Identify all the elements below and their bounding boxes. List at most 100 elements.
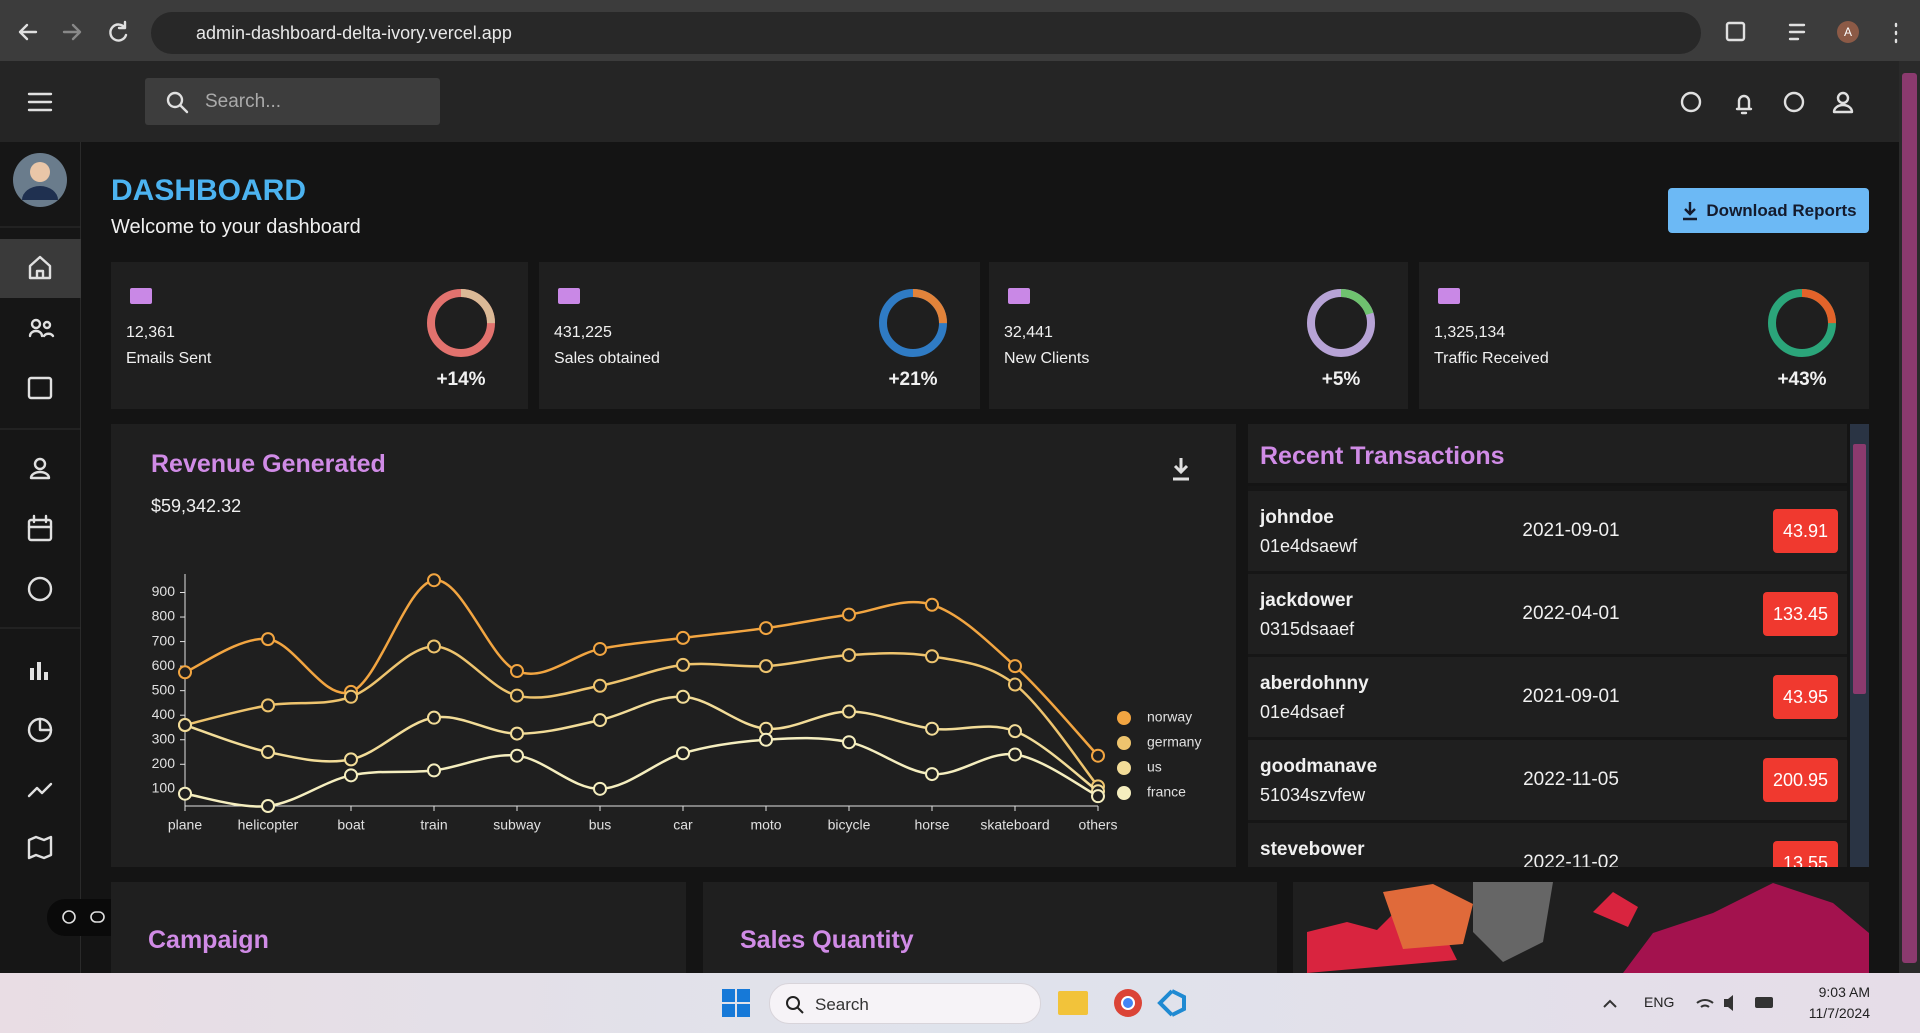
file-explorer[interactable] bbox=[1058, 991, 1088, 1015]
stat-icon-shape bbox=[558, 288, 580, 304]
settings[interactable] bbox=[1783, 91, 1805, 113]
campaign-panel: Campaign bbox=[111, 882, 686, 973]
data-point bbox=[925, 597, 939, 612]
series-line bbox=[184, 645, 1099, 788]
y-tick-label: 100 bbox=[152, 780, 176, 796]
taskbar-search-icon bbox=[786, 996, 804, 1014]
volume[interactable] bbox=[1724, 995, 1733, 1011]
data-point bbox=[593, 641, 607, 656]
data-point bbox=[261, 745, 275, 760]
search-icon bbox=[166, 91, 189, 114]
profile[interactable] bbox=[1837, 21, 1859, 43]
language[interactable]: ENG bbox=[1644, 994, 1675, 1010]
data-point bbox=[842, 648, 856, 663]
taskbar-icons bbox=[722, 989, 1773, 1017]
data-point bbox=[676, 657, 690, 672]
transaction-cost: 200.95 bbox=[1762, 758, 1838, 802]
page-subtitle: Welcome to your dashboard bbox=[111, 216, 361, 238]
stat-label: Emails Sent bbox=[126, 350, 212, 367]
stat-value: 431,225 bbox=[554, 324, 612, 341]
battery[interactable] bbox=[1755, 997, 1773, 1008]
progress-ring bbox=[1307, 289, 1375, 357]
reload[interactable] bbox=[109, 20, 128, 42]
team[interactable] bbox=[28, 329, 55, 338]
data-point bbox=[1008, 677, 1022, 692]
vscode[interactable] bbox=[1157, 989, 1186, 1017]
profile-form[interactable] bbox=[33, 457, 47, 471]
search-placeholder: Search... bbox=[205, 91, 282, 112]
contacts[interactable] bbox=[27, 376, 53, 400]
url: admin-dashboard-delta-ivory.vercel.app bbox=[196, 23, 512, 43]
data-point bbox=[1091, 789, 1105, 804]
data-point bbox=[593, 713, 607, 728]
y-tick-label: 300 bbox=[152, 730, 176, 746]
stat-icon bbox=[558, 288, 580, 304]
revenue-download[interactable] bbox=[1169, 456, 1193, 482]
taskbar-search[interactable]: Search bbox=[769, 983, 1041, 1024]
stat-increase: +43% bbox=[1777, 369, 1827, 390]
transaction-cost: 133.45 bbox=[1762, 592, 1838, 636]
data-point bbox=[344, 689, 358, 704]
clock-time[interactable]: 9:03 AM bbox=[1818, 984, 1870, 1000]
series-line bbox=[184, 736, 1099, 808]
wifi[interactable] bbox=[1696, 999, 1714, 1008]
search-box[interactable]: Search... bbox=[145, 78, 440, 125]
data-point bbox=[178, 665, 192, 680]
forward[interactable] bbox=[62, 23, 82, 41]
taskbar: Search ENG 9:03 AM 11/7/2024 bbox=[0, 973, 1920, 1033]
notifications[interactable] bbox=[1735, 94, 1753, 115]
y-tick-label: 200 bbox=[152, 755, 176, 771]
transactions-title: Recent Transactions bbox=[1260, 442, 1505, 470]
theme-toggle[interactable] bbox=[1680, 91, 1702, 113]
campaign-title: Campaign bbox=[148, 926, 269, 954]
page-scrollbar[interactable] bbox=[1899, 61, 1920, 973]
page-scroll-thumb[interactable] bbox=[1902, 73, 1917, 963]
start[interactable] bbox=[722, 989, 750, 1017]
hamburger[interactable] bbox=[27, 92, 53, 112]
scroll-thumb[interactable] bbox=[1853, 444, 1866, 694]
data-point bbox=[427, 763, 441, 778]
revenue-panel: Revenue Generated $59,342.32 100 200 300 40… bbox=[111, 424, 1236, 867]
account[interactable] bbox=[1836, 91, 1850, 105]
transaction-row: goodmanave 51034szvfew 2022-11-05 200.95 bbox=[1248, 740, 1847, 820]
data-point bbox=[676, 689, 690, 704]
transactions-scrollbar[interactable] bbox=[1850, 424, 1869, 867]
ring-progress bbox=[427, 289, 495, 357]
browser-icons: A bbox=[18, 20, 1898, 49]
address-bar[interactable]: admin-dashboard-delta-ivory.vercel.app bbox=[151, 12, 1701, 54]
map-region bbox=[1593, 892, 1638, 927]
tray-expand[interactable] bbox=[1603, 999, 1617, 1008]
clock-date[interactable]: 11/7/2024 bbox=[1808, 1005, 1870, 1021]
topbar-icons bbox=[27, 91, 1854, 115]
revenue-title: Revenue Generated bbox=[151, 450, 386, 478]
progress-ring bbox=[427, 289, 495, 357]
extensions[interactable] bbox=[1725, 21, 1746, 42]
map-region bbox=[1473, 882, 1553, 962]
data-point bbox=[1008, 659, 1022, 674]
back[interactable] bbox=[18, 23, 38, 41]
transaction-cost: 43.95 bbox=[1772, 675, 1838, 719]
data-point bbox=[925, 767, 939, 782]
stat-card: 12,361 Emails Sent +14% bbox=[111, 262, 528, 409]
media[interactable] bbox=[1788, 23, 1806, 41]
legend-swatch bbox=[1117, 761, 1131, 775]
x-tick-label: others bbox=[1079, 817, 1118, 833]
download-reports-button[interactable]: Download Reports bbox=[1668, 188, 1869, 233]
stat-icon-shape bbox=[1438, 288, 1460, 304]
line-chart[interactable] bbox=[27, 782, 53, 798]
transaction-user: aberdohnny bbox=[1260, 673, 1369, 694]
geography[interactable] bbox=[27, 835, 53, 860]
bar-chart[interactable] bbox=[30, 662, 48, 680]
data-point bbox=[427, 639, 441, 654]
home[interactable] bbox=[28, 255, 52, 280]
stat-icon bbox=[1008, 288, 1030, 304]
map-region bbox=[1383, 884, 1473, 949]
data-point bbox=[925, 721, 939, 736]
faq[interactable] bbox=[27, 576, 53, 602]
data-point bbox=[676, 746, 690, 761]
data-point bbox=[593, 678, 607, 693]
data-point bbox=[510, 688, 524, 703]
calendar[interactable] bbox=[27, 518, 53, 542]
y-tick-label: 900 bbox=[152, 583, 176, 599]
button-label: Download Reports bbox=[1706, 200, 1857, 220]
